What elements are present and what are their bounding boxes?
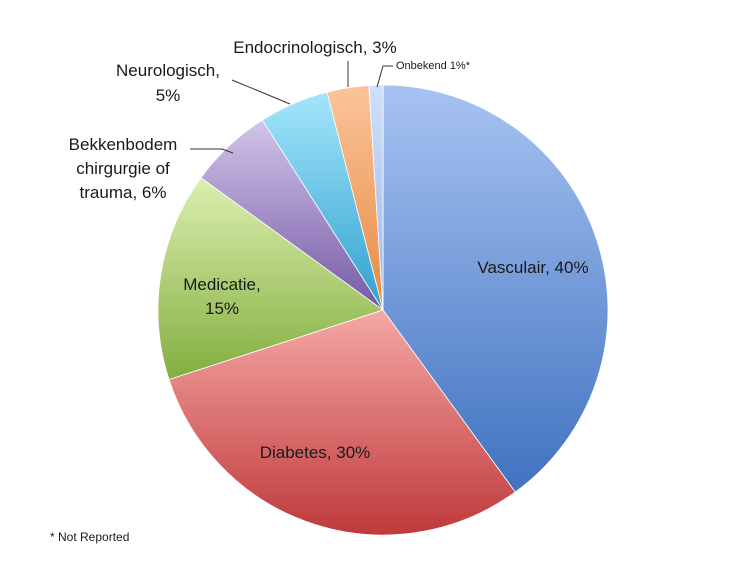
slice-label-2: Diabetes, 30% [260, 443, 371, 462]
slice-label-5: Neurologisch, 5% [116, 61, 220, 105]
slice-label-1: Vasculair, 40% [477, 258, 588, 277]
slice-label-6: Endocrinologisch, 3% [233, 38, 396, 57]
slice-labels: Vasculair, 40% Diabetes, 30% Medicatie, 15%… [69, 38, 589, 462]
pie-slice-2 [168, 309, 516, 536]
slice-label-4: Bekkenbodem chirgurgie of trauma, 6% [69, 135, 178, 202]
leader-line-4 [190, 148, 234, 154]
slice-label-3: Medicatie, 15% [183, 275, 260, 318]
leader-lines [190, 61, 393, 154]
slice-label-7: Onbekend 1%* [396, 60, 471, 72]
footnote: * Not Reported [50, 530, 130, 544]
pie-slice-3 [157, 177, 384, 381]
pie-slice-7 [368, 84, 384, 311]
pie-slices [157, 84, 609, 536]
pie-slice-1 [382, 84, 609, 493]
leader-line-7 [376, 65, 393, 88]
leader-line-5 [231, 79, 291, 105]
